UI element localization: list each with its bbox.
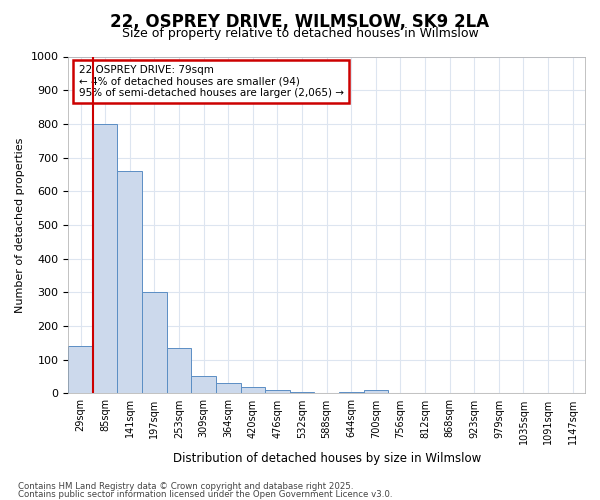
Text: 22, OSPREY DRIVE, WILMSLOW, SK9 2LA: 22, OSPREY DRIVE, WILMSLOW, SK9 2LA (110, 12, 490, 30)
Text: 22 OSPREY DRIVE: 79sqm
← 4% of detached houses are smaller (94)
95% of semi-deta: 22 OSPREY DRIVE: 79sqm ← 4% of detached … (79, 65, 344, 98)
Bar (118, 171, 142, 394)
Bar (388, 393, 413, 394)
Text: Contains HM Land Registry data © Crown copyright and database right 2025.: Contains HM Land Registry data © Crown c… (18, 482, 353, 491)
Bar (241, 388, 265, 394)
X-axis label: Distribution of detached houses by size in Wilmslow: Distribution of detached houses by size … (173, 452, 481, 465)
Bar (339, 392, 364, 394)
Bar (191, 376, 216, 394)
Bar (216, 384, 241, 394)
Bar (142, 292, 167, 394)
Text: Size of property relative to detached houses in Wilmslow: Size of property relative to detached ho… (122, 28, 478, 40)
Bar (68, 346, 93, 394)
Bar (265, 390, 290, 394)
Text: Contains public sector information licensed under the Open Government Licence v3: Contains public sector information licen… (18, 490, 392, 499)
Bar (167, 348, 191, 394)
Y-axis label: Number of detached properties: Number of detached properties (15, 138, 25, 312)
Bar (364, 390, 388, 394)
Bar (290, 392, 314, 394)
Bar (93, 124, 118, 394)
